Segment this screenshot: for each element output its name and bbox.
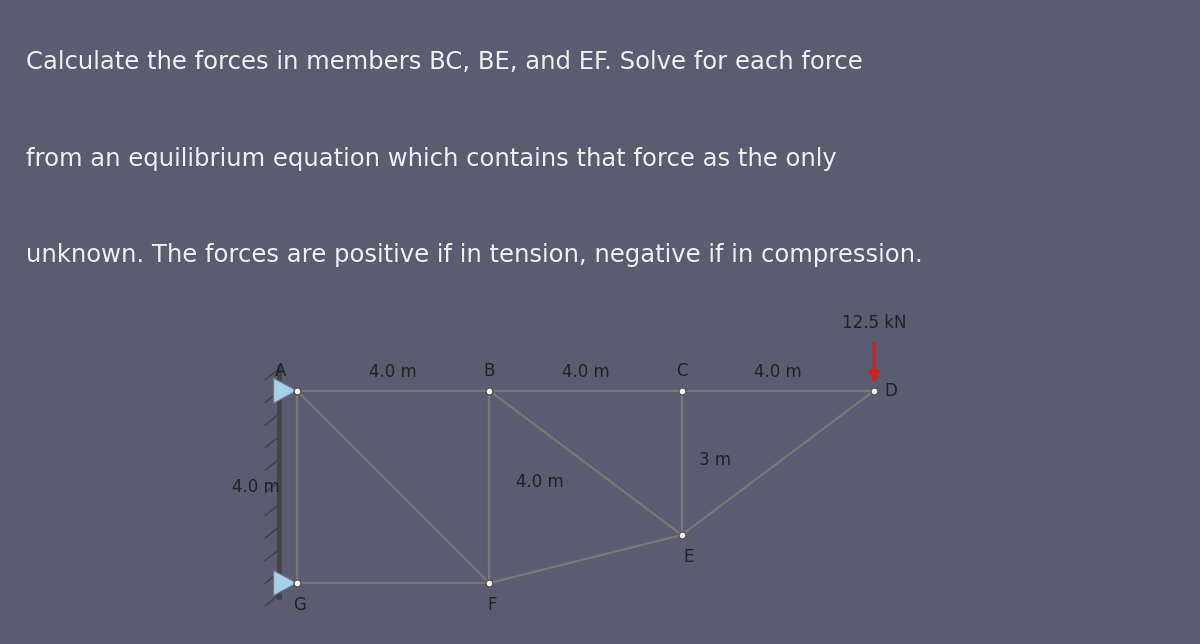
Text: from an equilibrium equation which contains that force as the only: from an equilibrium equation which conta… (26, 147, 838, 171)
Text: B: B (484, 362, 496, 380)
Text: 4.0 m: 4.0 m (754, 363, 802, 381)
Text: unknown. The forces are positive if in tension, negative if in compression.: unknown. The forces are positive if in t… (26, 243, 923, 267)
Text: G: G (293, 596, 306, 614)
Text: 4.0 m: 4.0 m (370, 363, 418, 381)
Text: 4.0 m: 4.0 m (516, 473, 564, 491)
Text: F: F (487, 596, 497, 614)
Text: D: D (884, 382, 898, 400)
Text: C: C (676, 362, 688, 380)
Text: 12.5 kN: 12.5 kN (842, 314, 906, 332)
Text: 4.0 m: 4.0 m (233, 478, 280, 496)
Polygon shape (274, 378, 298, 403)
Text: E: E (684, 549, 694, 567)
Text: 4.0 m: 4.0 m (562, 363, 610, 381)
Text: A: A (275, 362, 287, 380)
Polygon shape (274, 571, 298, 596)
Text: Calculate the forces in members BC, BE, and EF. Solve for each force: Calculate the forces in members BC, BE, … (26, 50, 863, 74)
Text: 3 m: 3 m (698, 451, 731, 469)
